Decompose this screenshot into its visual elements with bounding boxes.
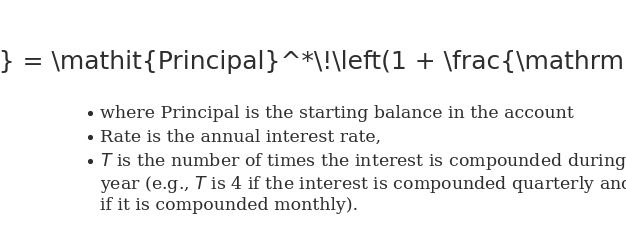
Text: where Principal is the starting balance in the account: where Principal is the starting balance … <box>100 105 574 122</box>
Text: \mathrm{Final\ Balance} = \mathit{Principal}^*\!\left(1 + \frac{\mathrm{Rate}}{T: \mathrm{Final\ Balance} = \mathit{Princi… <box>0 50 626 74</box>
Text: $\mathit{T}$ is the number of times the interest is compounded during a: $\mathit{T}$ is the number of times the … <box>100 151 626 172</box>
Text: if it is compounded monthly).: if it is compounded monthly). <box>100 197 358 214</box>
Text: Rate is the annual interest rate,: Rate is the annual interest rate, <box>100 129 381 146</box>
Text: year (e.g., $\mathit{T}$ is 4 if the interest is compounded quarterly and 12: year (e.g., $\mathit{T}$ is 4 if the int… <box>100 174 626 195</box>
